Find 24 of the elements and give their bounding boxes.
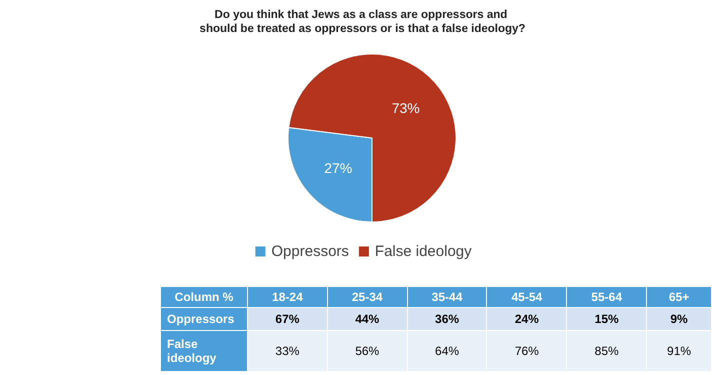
x-tick-label: 18-24 — [248, 286, 328, 308]
data-label: 33% — [248, 330, 328, 372]
x-tick-label: 65+ — [646, 286, 712, 308]
x-tick-label: 25-34 — [327, 286, 408, 308]
chart-title: Do you think that Jews as a class are oppressors and should be treated as oppressors or is that a false ideology? — [200, 9, 526, 35]
data-label: 15% — [566, 308, 647, 330]
chart-title: Column % — [160, 286, 248, 308]
legend-label: False ideology — [374, 243, 472, 260]
data-label: 9% — [646, 308, 712, 330]
x-tick-label: 35-44 — [407, 286, 487, 308]
x-tick-label: 45-54 — [486, 286, 567, 308]
data-label: 76% — [486, 330, 567, 372]
legend-label: Oppressors — [271, 243, 349, 260]
data-label: 73% — [392, 100, 420, 116]
data-label: 44% — [327, 308, 408, 330]
x-tick-label: 55-64 — [566, 286, 647, 308]
data-label: 67% — [248, 308, 328, 330]
data-label: 24% — [486, 308, 567, 330]
data-label: 36% — [407, 308, 487, 330]
data-label: 27% — [324, 160, 352, 176]
data-label: 91% — [646, 330, 712, 372]
data-label: 85% — [566, 330, 647, 372]
data-label: 56% — [327, 330, 408, 372]
data-label: 64% — [407, 330, 487, 372]
